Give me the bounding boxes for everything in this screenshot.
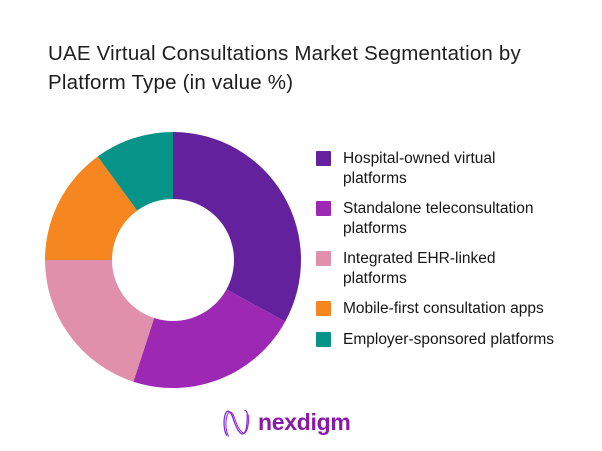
donut-chart [43, 130, 303, 390]
donut-segment-1 [173, 132, 302, 322]
legend-label-3: Integrated EHR-linked platforms [343, 250, 496, 287]
legend-swatch-3 [316, 251, 331, 266]
legend-label-5: Employer-sponsored platforms [343, 330, 555, 348]
donut-segment-5 [97, 132, 173, 211]
legend-swatch-1 [316, 151, 331, 166]
legend-swatch-2 [316, 201, 331, 216]
nexdigm-logo-icon [223, 410, 250, 437]
chart-title: UAE Virtual Consultations Market Segment… [48, 39, 568, 97]
chart-title-line-1: UAE Virtual Consultations Market Segment… [48, 42, 521, 65]
chart-title-line-2: Platform Type (in value %) [48, 71, 294, 94]
legend-item-4: Mobile-first consultation apps [316, 299, 554, 319]
legend-item-1: Hospital-owned virtual platforms [316, 149, 554, 188]
donut-segment-2 [133, 289, 286, 389]
legend-label-2: Standalone teleconsultation platforms [343, 200, 534, 237]
nexdigm-logo-text: nexdigm [258, 408, 351, 435]
donut-chart-svg [45, 132, 302, 389]
legend-item-5: Employer-sponsored platforms [316, 330, 554, 350]
legend-item-2: Standalone teleconsultation platforms [316, 199, 554, 238]
legend-label-4: Mobile-first consultation apps [343, 300, 544, 317]
legend-swatch-5 [316, 331, 331, 347]
nexdigm-logo: nexdigm [220, 405, 351, 439]
donut-segment-3 [45, 260, 155, 382]
donut-segment-4 [45, 156, 138, 260]
legend: Hospital-owned virtual platforms Standalon… [316, 149, 554, 349]
legend-swatch-4 [316, 301, 331, 316]
legend-item-3: Integrated EHR-linked platforms [316, 249, 554, 288]
legend-label-1: Hospital-owned virtual platforms [343, 150, 496, 187]
